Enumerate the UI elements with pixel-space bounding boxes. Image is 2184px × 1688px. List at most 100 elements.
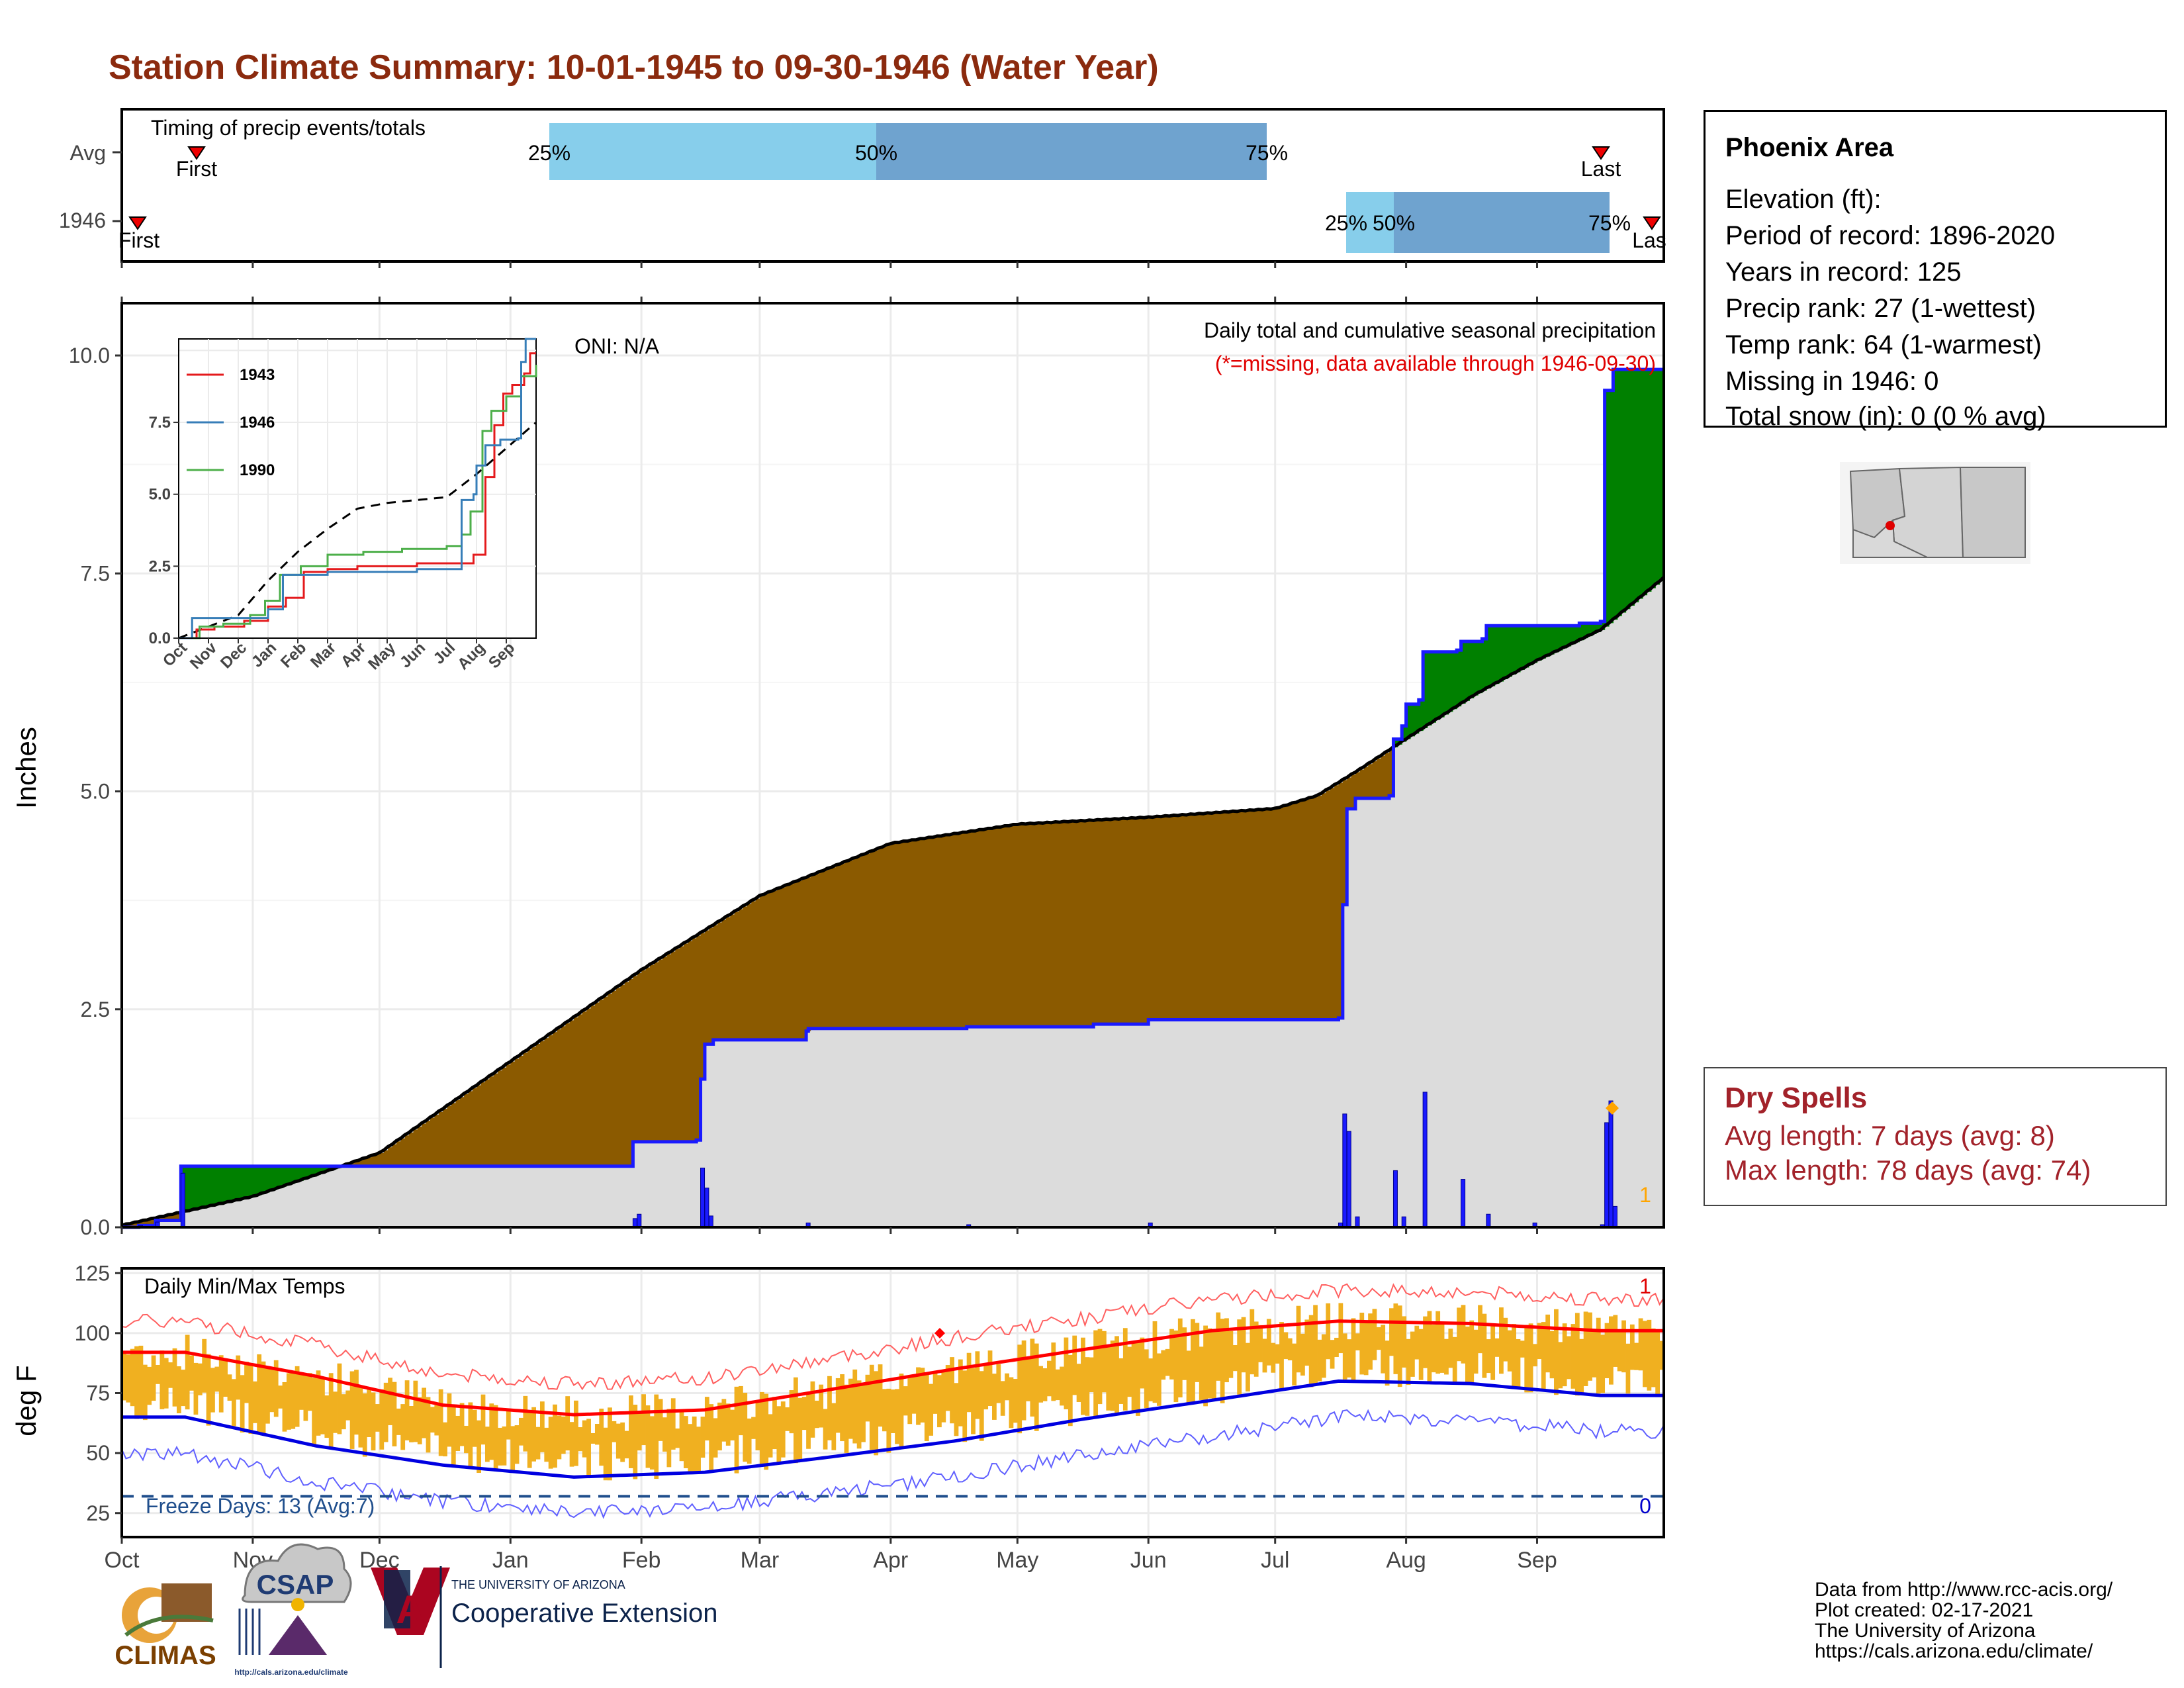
climas-wordmark: CLIMAS <box>114 1641 216 1670</box>
timing-title: Timing of precip events/totals <box>151 116 426 140</box>
daily-temp-bar <box>945 1365 950 1411</box>
temp-panel: Daily Min/Max Temps Freeze Days: 13 (Avg… <box>11 1261 1665 1573</box>
daily-temp-bar <box>447 1393 452 1447</box>
daily-temp-bar <box>987 1350 993 1406</box>
daily-temp-bar <box>1490 1323 1496 1380</box>
daily-temp-bar <box>417 1397 422 1444</box>
daily-temp-bar <box>856 1380 862 1449</box>
daily-temp-bar <box>911 1377 917 1414</box>
daily-temp-bar <box>1579 1338 1584 1395</box>
legend-label: 1946 <box>240 414 275 432</box>
daily-temp-bar <box>341 1394 346 1430</box>
daily-temp-bar <box>561 1416 566 1454</box>
daily-temp-bar <box>569 1422 574 1467</box>
daily-temp-bar <box>1647 1319 1652 1391</box>
month-label: Apr <box>873 1548 908 1573</box>
daily-temp-bar <box>1224 1318 1229 1383</box>
daily-temp-bar <box>615 1423 621 1459</box>
daily-temp-bar <box>1271 1342 1276 1373</box>
daily-precip-bar <box>708 1215 713 1228</box>
year-p50: 50% <box>1373 211 1415 235</box>
max-daily-marker <box>1606 1102 1619 1115</box>
daily-temp-bar <box>971 1368 976 1434</box>
daily-temp-bar <box>1308 1315 1314 1387</box>
daily-precip-bar <box>1612 1205 1617 1228</box>
daily-temp-bar <box>1136 1342 1140 1416</box>
daily-temp-bar <box>844 1384 849 1453</box>
daily-temp-bar <box>565 1396 570 1451</box>
left-charts: Timing of precip events/totals Avg 1946 … <box>11 108 1666 1677</box>
daily-temp-bar <box>159 1350 165 1409</box>
daily-temp-bar <box>1465 1327 1470 1383</box>
daily-temp-bar <box>1516 1338 1521 1387</box>
daily-temp-bar <box>1026 1356 1030 1401</box>
legend-label: 1990 <box>240 461 275 479</box>
daily-temp-bar <box>1030 1338 1035 1417</box>
daily-temp-bar <box>362 1393 367 1457</box>
daily-temp-bar <box>709 1404 714 1472</box>
daily-temp-bar <box>1452 1336 1457 1382</box>
credit-url: https://cals.arizona.edu/climate/ <box>1815 1640 2093 1662</box>
daily-temp-bar <box>772 1397 777 1450</box>
daily-temp-bar <box>895 1389 899 1444</box>
daily-temp-bar <box>240 1375 245 1433</box>
credits: Data from http://www.rcc-acis.org/ Plot … <box>1815 1579 2113 1662</box>
daily-temp-bar <box>1574 1313 1580 1396</box>
daily-temp-bar <box>1604 1323 1610 1379</box>
daily-temp-bar <box>126 1354 131 1403</box>
station-elevation: Elevation (ft): <box>1725 185 1882 214</box>
daily-temp-bar <box>1156 1353 1161 1406</box>
daily-temp-bar <box>337 1363 342 1434</box>
daily-temp-bar <box>1448 1329 1453 1368</box>
year-first-marker <box>128 216 147 230</box>
daily-temp-bar <box>743 1392 748 1462</box>
daily-temp-bar <box>142 1364 148 1421</box>
daily-temp-bar <box>612 1421 617 1442</box>
daily-temp-bar <box>1266 1319 1271 1366</box>
daily-temp-bar <box>1017 1344 1023 1434</box>
daily-temp-bar <box>1042 1368 1048 1401</box>
count-label: 1 <box>1639 1183 1651 1207</box>
daily-temp-bar <box>1503 1317 1508 1362</box>
daily-temp-bar <box>1097 1329 1103 1405</box>
daily-temp-bar <box>590 1432 596 1444</box>
daily-temp-bar <box>1359 1313 1365 1375</box>
daily-temp-bar <box>696 1427 701 1472</box>
year-cumulative-line <box>122 367 1664 1229</box>
daily-temp-bar <box>367 1389 372 1438</box>
daily-temp-bar <box>349 1371 355 1449</box>
missing-note: (*=missing, data available through 1946-… <box>1215 352 1656 375</box>
daily-temp-bar <box>852 1369 858 1444</box>
daily-temp-bar <box>1287 1338 1293 1361</box>
daily-temp-bar <box>819 1384 824 1428</box>
daily-temp-bar <box>218 1355 224 1413</box>
daily-temp-bar <box>1545 1314 1551 1373</box>
dry-spells-avg: Avg length: 7 days (avg: 8) <box>1725 1120 2055 1151</box>
daily-temp-bar <box>966 1352 972 1413</box>
daily-temp-bar <box>768 1414 773 1458</box>
daily-temp-bar <box>1469 1320 1475 1383</box>
daily-temp-bar <box>1169 1329 1174 1380</box>
month-label: Mar <box>741 1548 780 1573</box>
daily-temp-bar <box>1106 1345 1111 1411</box>
daily-temp-bar <box>878 1364 883 1427</box>
daily-temp-bar <box>1406 1338 1411 1385</box>
daily-temp-bar <box>1478 1305 1482 1354</box>
logos: CLIMAS CSAP http://cals.arizona.edu/clim… <box>114 1543 717 1677</box>
daily-temp-bar <box>535 1427 541 1460</box>
daily-temp-bar <box>400 1404 406 1450</box>
daily-temp-bar <box>181 1370 186 1407</box>
daily-temp-bar <box>1512 1324 1516 1389</box>
credit-university: The University of Arizona <box>1815 1620 2036 1642</box>
daily-precip-bar <box>704 1188 709 1228</box>
y-axis-label: Inches <box>11 727 42 809</box>
daily-temp-bar <box>375 1404 380 1432</box>
daily-temp-bar <box>156 1364 160 1384</box>
daily-temp-bar <box>455 1415 461 1451</box>
csap-logo: CSAP http://cals.arizona.edu/climate <box>234 1543 352 1677</box>
daily-temp-bar <box>1418 1329 1424 1380</box>
daily-temp-bar <box>1385 1340 1390 1386</box>
daily-temp-bar <box>1207 1328 1212 1399</box>
daily-temp-bar <box>713 1418 718 1458</box>
year-timing-bar-50-75 <box>1394 192 1610 253</box>
